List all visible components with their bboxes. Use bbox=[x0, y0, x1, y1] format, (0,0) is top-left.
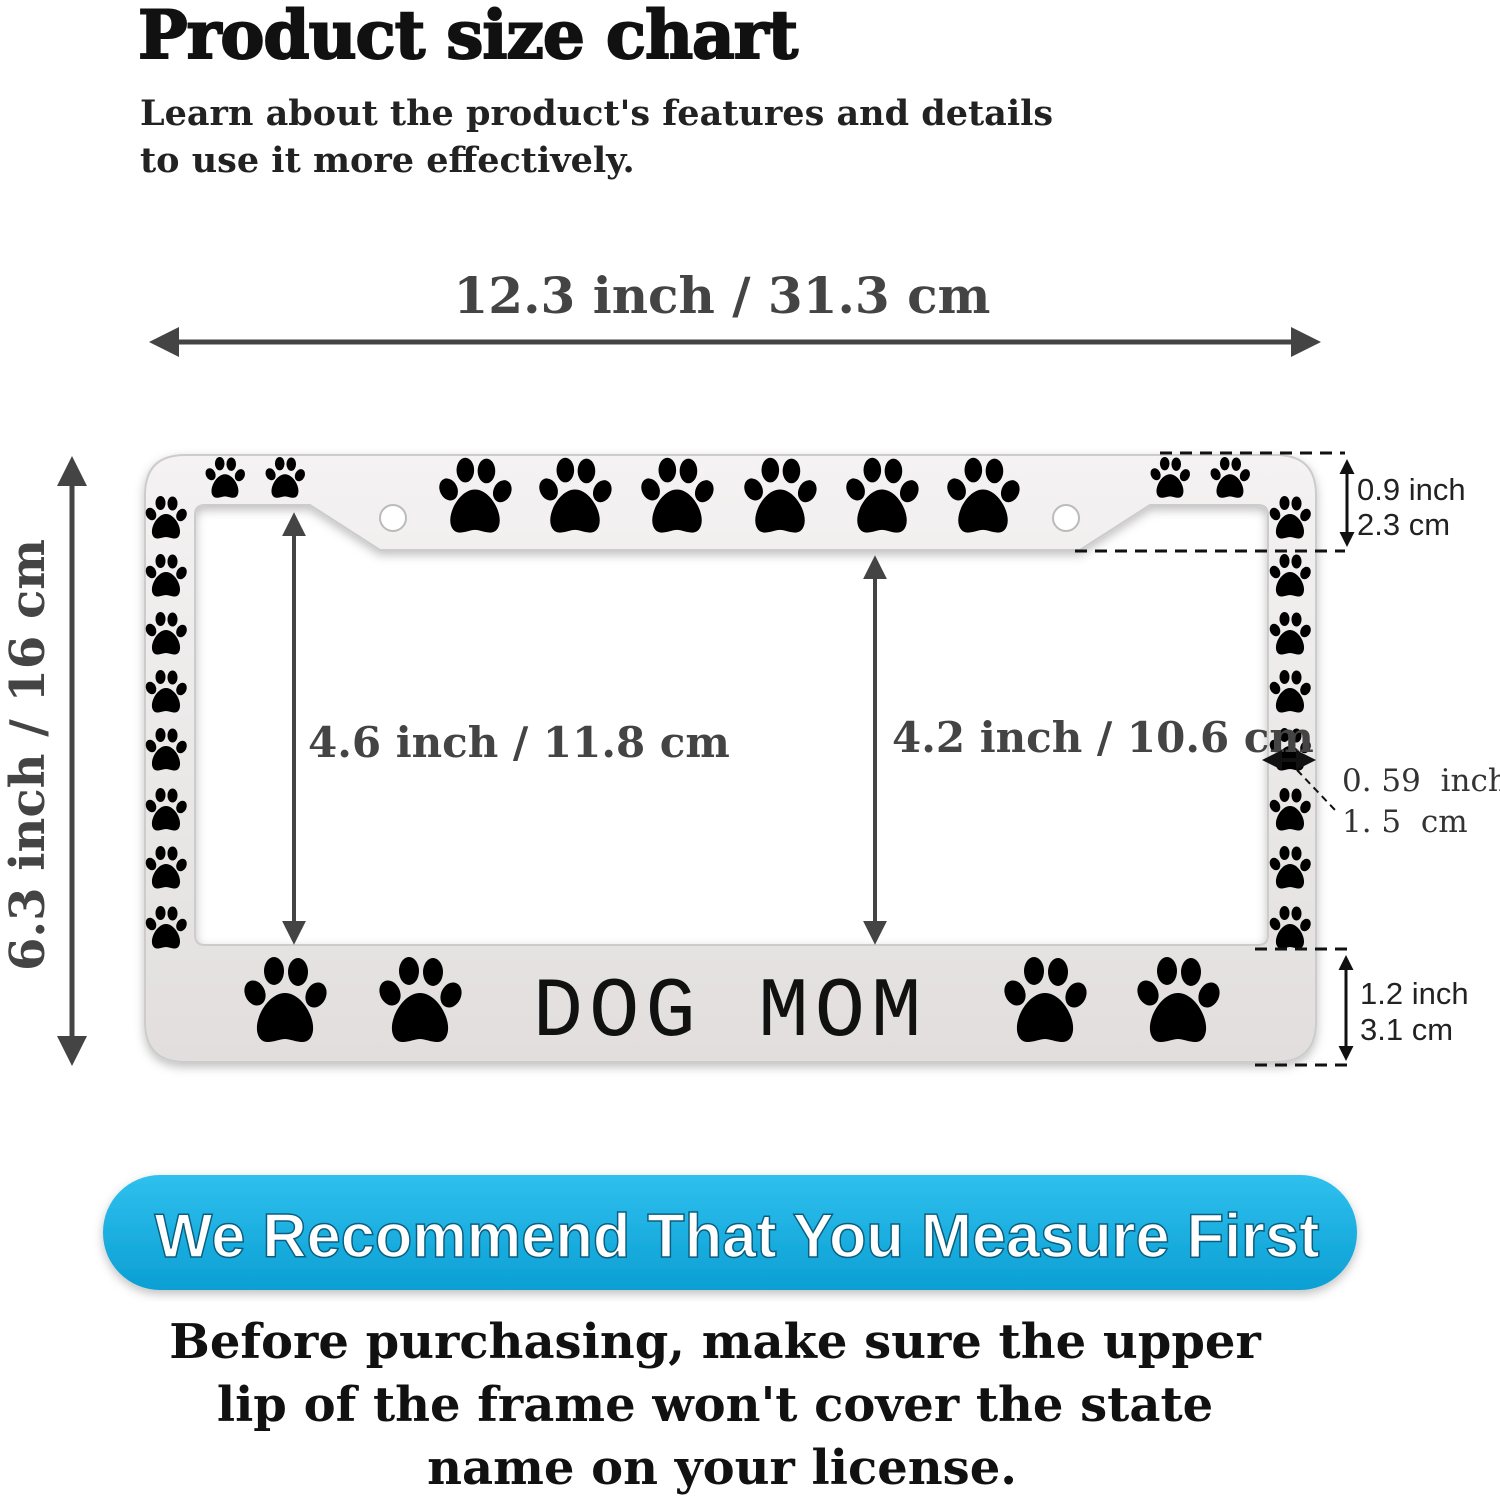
frame-text: DOG MOM bbox=[533, 966, 928, 1061]
subtitle-line-1: Learn about the product's features and d… bbox=[140, 93, 1053, 134]
bottom-border-dimension bbox=[1255, 947, 1350, 1067]
top-border-cm: 2.3 cm bbox=[1357, 507, 1450, 542]
note-line-2: lip of the frame won't cover the state bbox=[217, 1377, 1213, 1433]
page-title: Product size chart bbox=[138, 0, 799, 74]
top-border-dimension bbox=[1075, 451, 1345, 553]
bottom-border-cm: 3.1 cm bbox=[1360, 1012, 1453, 1047]
width-label: 12.3 inch / 31.3 cm bbox=[454, 266, 991, 325]
side-border-inch: 0. 59 inch bbox=[1342, 763, 1500, 799]
note-line-3: name on your license. bbox=[427, 1440, 1017, 1496]
screw-hole-left bbox=[379, 504, 407, 532]
inner-left-height-label: 4.6 inch / 11.8 cm bbox=[308, 718, 730, 767]
screw-hole-right bbox=[1052, 504, 1080, 532]
side-border-leader bbox=[1296, 769, 1336, 811]
top-border-inch: 0.9 inch bbox=[1357, 472, 1466, 507]
subtitle-line-2: to use it more effectively. bbox=[140, 140, 635, 181]
side-border-cm: 1. 5 cm bbox=[1342, 804, 1468, 840]
bottom-border-inch: 1.2 inch bbox=[1360, 976, 1469, 1011]
height-label: 6.3 inch / 16 cm bbox=[0, 539, 56, 971]
recommend-banner bbox=[103, 1175, 1357, 1290]
note-line-1: Before purchasing, make sure the upper bbox=[169, 1314, 1261, 1370]
inner-center-height-label: 4.2 inch / 10.6 cm bbox=[892, 713, 1314, 762]
recommend-banner-text: We Recommend That You Measure First bbox=[155, 1202, 1320, 1271]
